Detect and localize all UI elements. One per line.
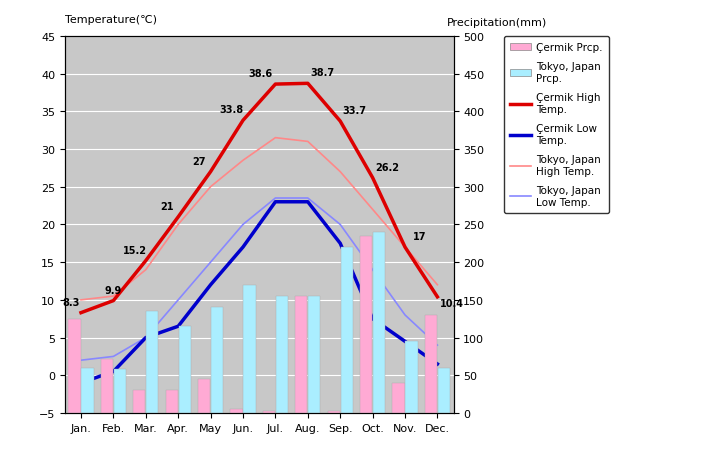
Bar <box>392 383 405 413</box>
Bar <box>360 236 372 413</box>
Bar <box>373 232 385 413</box>
Bar <box>438 368 450 413</box>
Bar <box>295 297 307 413</box>
Text: 15.2: 15.2 <box>122 245 146 255</box>
Bar <box>425 315 437 413</box>
Text: 17: 17 <box>413 231 426 241</box>
Text: Temperature(℃): Temperature(℃) <box>65 16 157 25</box>
Text: 27: 27 <box>192 156 206 166</box>
Bar <box>308 297 320 413</box>
Bar <box>198 379 210 413</box>
Text: Precipitation(mm): Precipitation(mm) <box>446 18 546 28</box>
Bar <box>68 319 81 413</box>
Text: 33.7: 33.7 <box>343 106 366 116</box>
Text: 33.8: 33.8 <box>220 105 244 115</box>
Bar <box>133 391 145 413</box>
Bar <box>81 368 94 413</box>
Bar <box>101 359 113 413</box>
Bar <box>114 369 126 413</box>
Legend: Çermik Prcp., Tokyo, Japan
Prcp., Çermik High
Temp., Çermik Low
Temp., Tokyo, Ja: Çermik Prcp., Tokyo, Japan Prcp., Çermik… <box>504 37 609 214</box>
Bar <box>243 285 256 413</box>
Bar <box>263 412 275 413</box>
Bar <box>276 297 288 413</box>
Bar <box>230 409 243 413</box>
Text: 10.4: 10.4 <box>440 298 464 308</box>
Bar <box>211 308 223 413</box>
Text: 38.7: 38.7 <box>310 68 335 78</box>
Bar <box>328 412 340 413</box>
Bar <box>166 391 178 413</box>
Text: 21: 21 <box>160 202 174 211</box>
Text: 8.3: 8.3 <box>63 297 80 307</box>
Bar <box>179 326 191 413</box>
Bar <box>341 247 353 413</box>
Text: 26.2: 26.2 <box>375 162 399 172</box>
Bar <box>405 341 418 413</box>
Text: 38.6: 38.6 <box>248 69 273 79</box>
Bar <box>146 312 158 413</box>
Text: 9.9: 9.9 <box>105 285 122 295</box>
